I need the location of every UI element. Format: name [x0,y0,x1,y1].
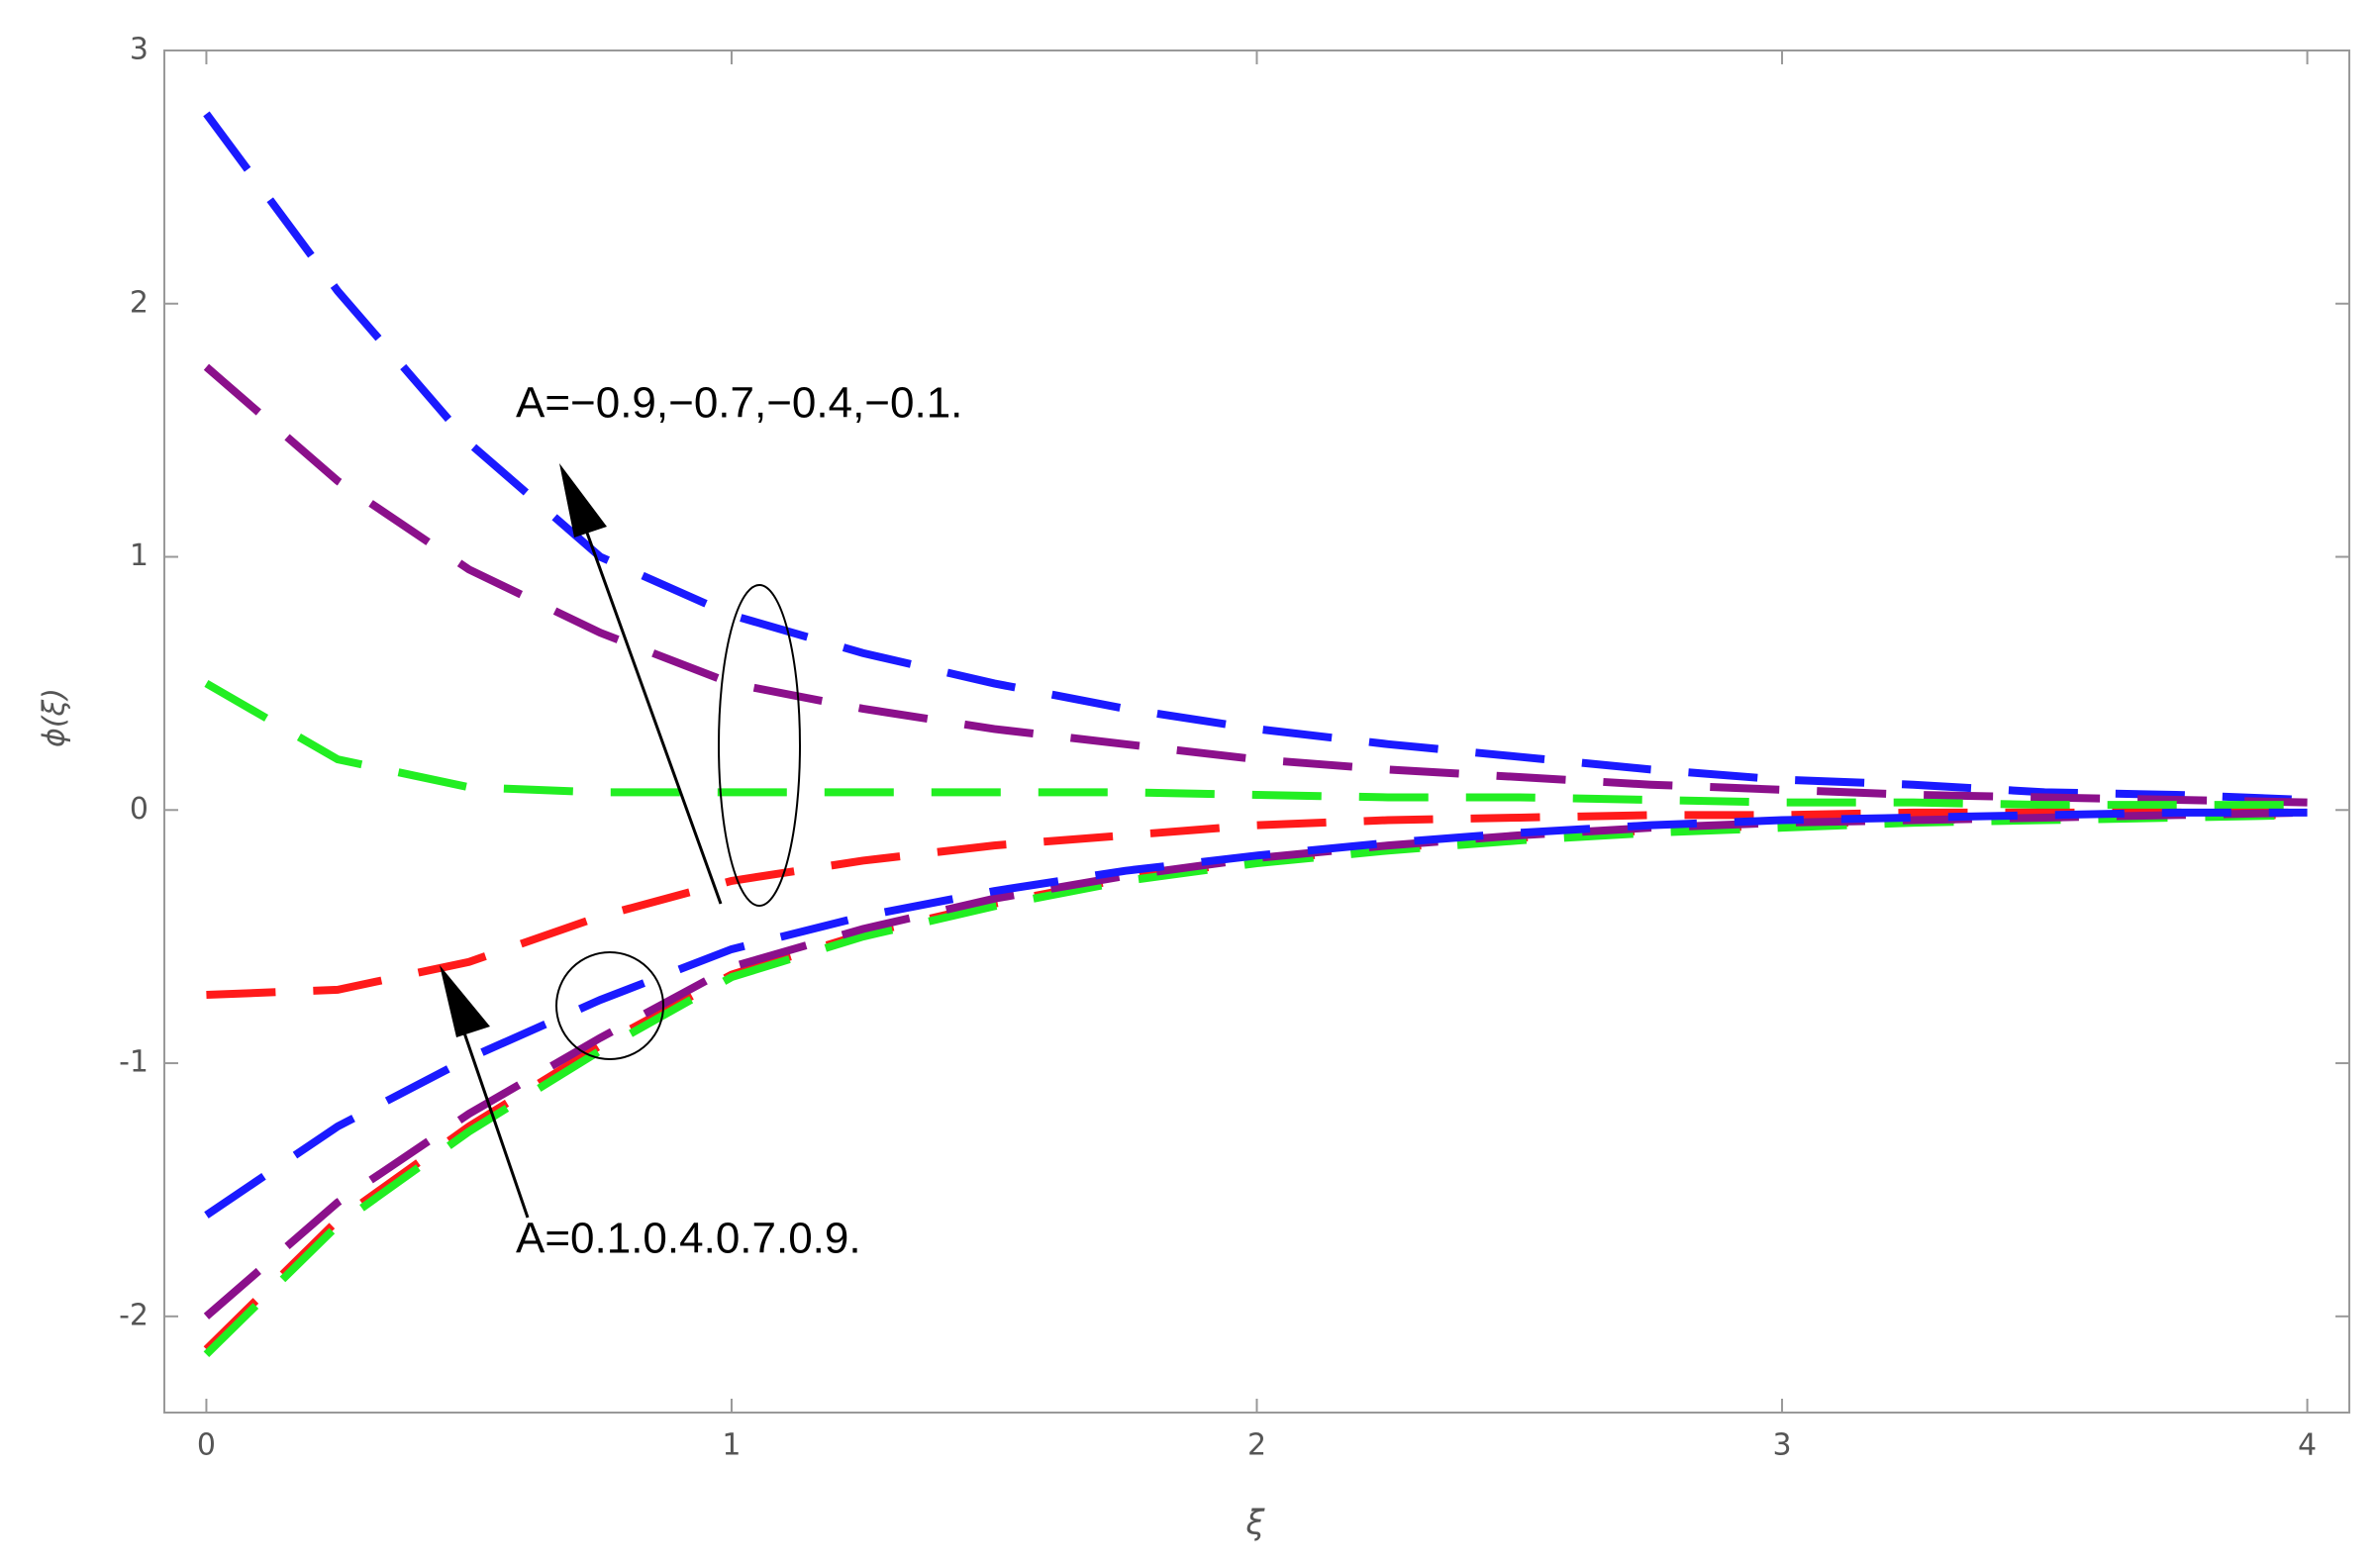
arrow [564,474,723,905]
arrow-head [559,463,607,538]
series-line [204,808,2308,1219]
highlight-circle [555,951,664,1060]
y-axis-label: ϕ(ξ) [38,688,72,747]
series-line [204,679,2308,810]
highlight-ellipse [718,584,801,907]
x-axis-label: ξ [1245,1504,1266,1543]
y-tick-label: 2 [130,285,149,320]
y-tick-label: -2 [119,1298,149,1332]
x-tick-label: 4 [2298,1428,2317,1463]
y-tick-label: 0 [130,792,149,827]
series-line [203,111,2308,805]
series-line [206,808,2308,999]
x-tick-label: 2 [1247,1428,1266,1463]
x-tick-label: 3 [1772,1428,1791,1463]
annotation: A=0.1.0.4.0.7.0.9. [516,1215,861,1263]
series-line [203,811,2308,1358]
series-line [203,363,2308,807]
series-group [203,111,2308,1358]
arrow-head [440,965,490,1037]
x-tick-label: 1 [722,1428,741,1463]
x-tick-label: 0 [197,1428,216,1463]
annotation: A=−0.9,−0.7,−0.4,−0.1. [516,379,962,428]
y-tick-label: -1 [119,1045,149,1080]
y-tick-label: 1 [130,538,149,573]
y-tick-label: 3 [130,33,149,67]
series-line [203,811,2308,1352]
plot-frame [163,49,2350,1414]
